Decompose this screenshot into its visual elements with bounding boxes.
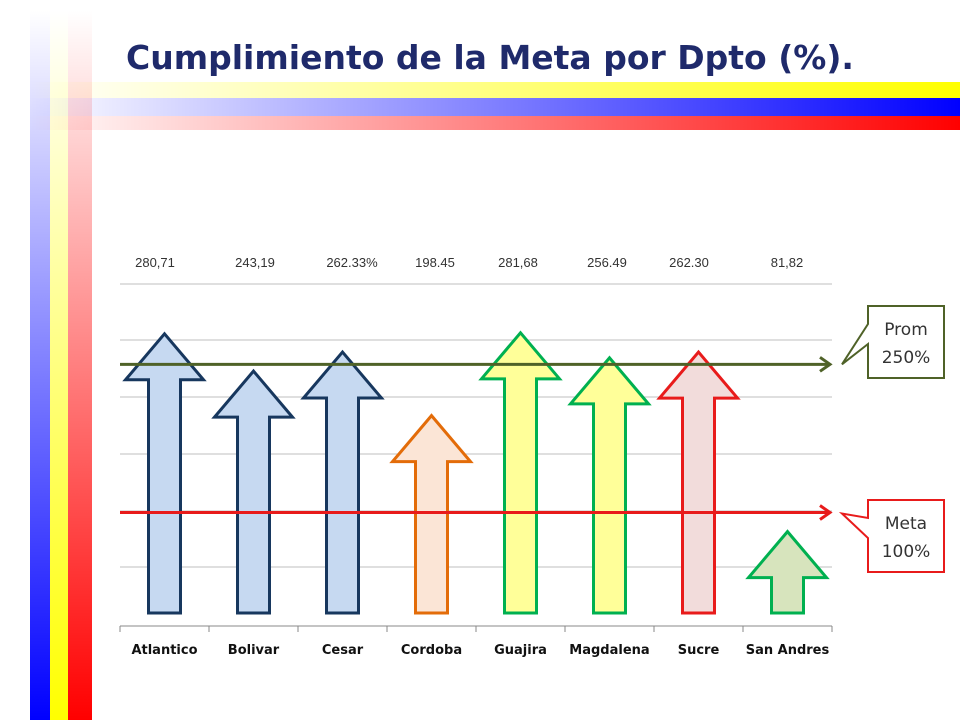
value-label: 256.49 (587, 255, 627, 270)
value-label: 281,68 (498, 255, 538, 270)
arrow-bar-bolivar (211, 368, 296, 615)
reference-arrowhead (819, 504, 833, 521)
callout-label: Meta (885, 514, 927, 534)
gridlines (119, 283, 833, 632)
value-label: 243,19 (235, 255, 275, 270)
stripe-blue-h (30, 98, 960, 116)
arrow-bars (122, 330, 830, 615)
category-label: San Andres (746, 643, 830, 658)
arrow-bar-cesar (300, 349, 385, 615)
arrow-bar-atlantico (122, 331, 207, 615)
category-label: Sucre (678, 643, 720, 658)
reference-lines (120, 356, 833, 521)
stripe-red-h (30, 116, 960, 130)
stripe-yellow-v (50, 10, 68, 720)
callout-box (841, 305, 945, 379)
arrow-bar-magdalena (567, 355, 652, 615)
value-label: 262.30 (669, 255, 709, 270)
category-labels: Atlantico Bolivar Cesar Cordoba Guajira Magda… (131, 643, 829, 658)
callout-label: Prom (884, 320, 928, 340)
category-label: Bolivar (228, 643, 280, 658)
value-label: 280,71 (135, 255, 175, 270)
callout-value: 100% (882, 542, 931, 562)
value-label: 262.33% (326, 255, 378, 270)
value-label: 81,82 (771, 255, 804, 270)
page-title: Cumplimiento de la Meta por Dpto (%). (126, 38, 854, 77)
stripe-yellow-h (30, 82, 960, 98)
callout-box (838, 499, 945, 573)
stripe-red-v (68, 10, 92, 720)
category-label: Guajira (494, 643, 547, 658)
arrow-bar-san-andres (745, 529, 830, 615)
stripe-blue-v (30, 10, 50, 720)
arrow-bar-guajira (478, 330, 563, 615)
category-label: Magdalena (569, 643, 649, 658)
callout-value: 250% (882, 348, 931, 368)
category-label: Atlantico (131, 643, 197, 658)
value-labels: 280,71 243,19 262.33% 198.45 281,68 256.49 262… (135, 255, 803, 270)
category-label: Cordoba (401, 643, 462, 658)
value-label: 198.45 (415, 255, 455, 270)
category-label: Cesar (322, 643, 364, 658)
arrow-bar-sucre (656, 349, 741, 615)
reference-callouts: Prom 250% Meta 100% (838, 305, 945, 573)
reference-arrowhead (819, 356, 833, 373)
arrow-bar-cordoba (389, 413, 474, 615)
